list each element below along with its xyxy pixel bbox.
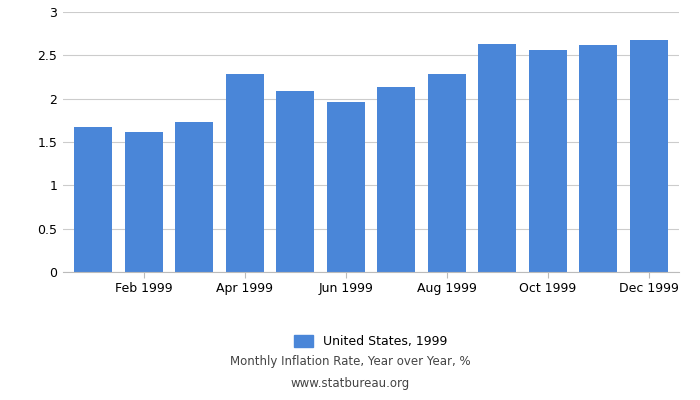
Bar	[528, 50, 567, 272]
Bar	[630, 40, 668, 272]
Bar	[74, 127, 112, 272]
Bar	[125, 132, 162, 272]
Bar	[478, 44, 516, 272]
Bar	[580, 45, 617, 272]
Legend: United States, 1999: United States, 1999	[289, 330, 453, 353]
Bar	[327, 102, 365, 272]
Text: www.statbureau.org: www.statbureau.org	[290, 378, 410, 390]
Bar	[226, 74, 264, 272]
Bar	[276, 91, 314, 272]
Bar	[175, 122, 214, 272]
Bar	[428, 74, 466, 272]
Text: Monthly Inflation Rate, Year over Year, %: Monthly Inflation Rate, Year over Year, …	[230, 356, 470, 368]
Bar	[377, 86, 415, 272]
